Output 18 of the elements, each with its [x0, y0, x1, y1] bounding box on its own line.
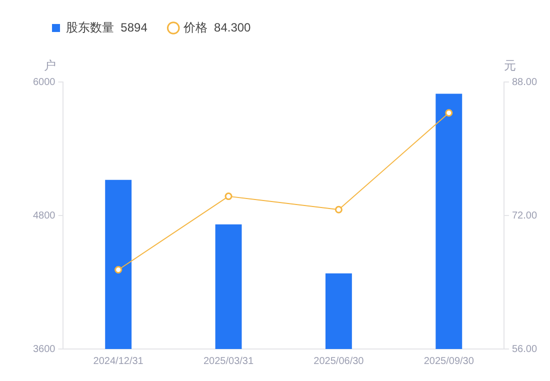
legend-label: 股东数量 5894 [66, 20, 148, 34]
y-axis-title: 户 [44, 58, 56, 72]
point [114, 266, 122, 274]
y2-tick-label: 88.00 [512, 76, 538, 88]
x-tick-label: 2025/09/30 [424, 356, 474, 367]
point [334, 206, 342, 214]
y-tick-label: 6000 [32, 76, 56, 88]
y2-tick-label: 56.00 [512, 344, 538, 355]
legend-label: 价格 84.300 [182, 20, 252, 34]
point [445, 109, 453, 117]
point [224, 192, 232, 200]
y2-tick-label: 72.00 [512, 210, 538, 222]
x-tick-label: 2024/12/31 [93, 356, 144, 367]
y-tick-label: 4800 [32, 210, 56, 222]
x-tick-label: 2025/06/30 [314, 356, 364, 367]
y2-axis-title: 元 [504, 58, 516, 72]
y-tick-label: 3600 [32, 344, 56, 355]
x-tick-label: 2025/03/31 [203, 356, 254, 367]
